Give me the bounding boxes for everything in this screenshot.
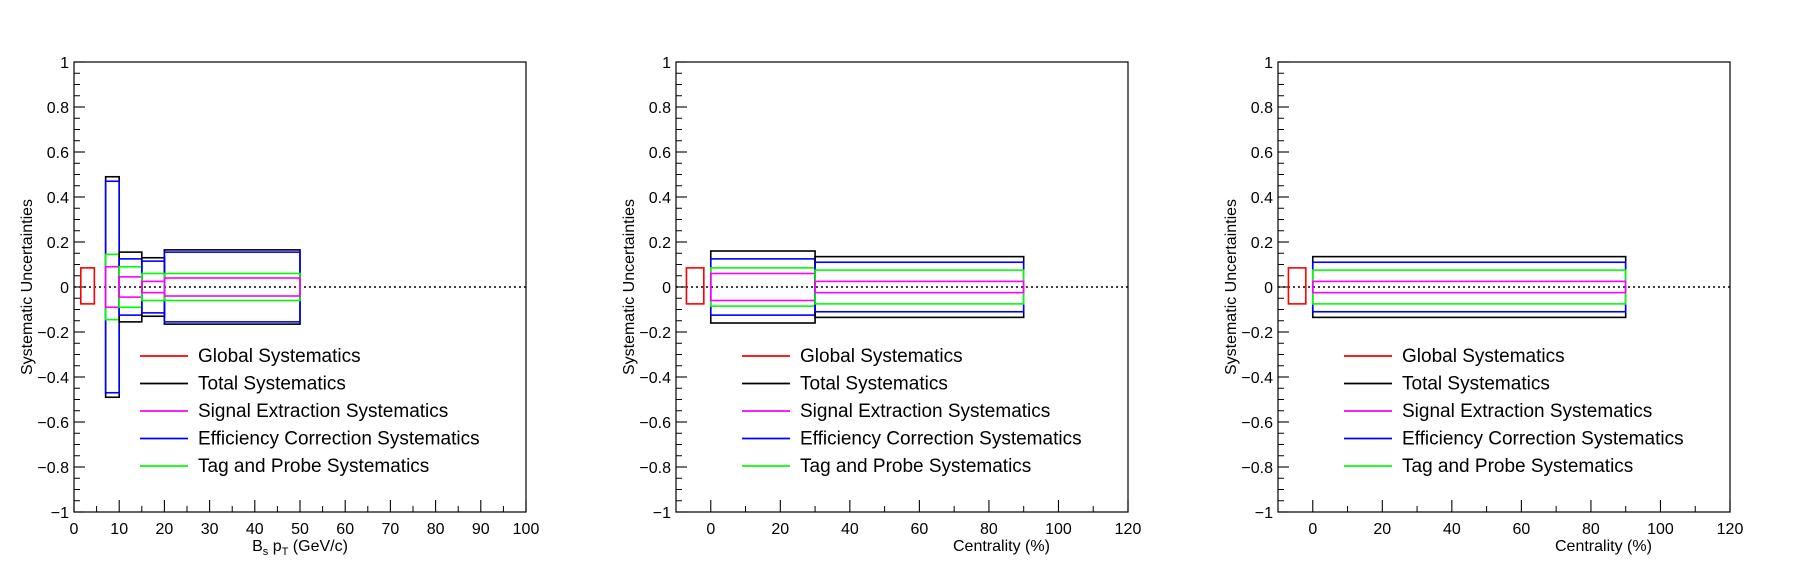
x-tick-label: 100 [513, 521, 540, 538]
y-tick-label: 0.2 [649, 235, 671, 252]
y-axis-label: Systematic Uncertainties [621, 199, 638, 375]
x-tick-label: 70 [382, 521, 400, 538]
legend-entry: Total Systematics [198, 374, 346, 395]
y-tick-label: −0.4 [37, 370, 69, 387]
y-tick-label: −0.8 [639, 460, 671, 477]
legend-entry: Total Systematics [800, 374, 948, 395]
signal-syst-box [814, 280, 1025, 294]
y-tick-label: 0.6 [1251, 145, 1273, 162]
chart-panel-1: −1−0.8−0.6−0.4−0.200.20.40.60.810 10 20 30 4… [19, 55, 539, 558]
x-tick-label: 20 [771, 521, 789, 538]
y-tick-label: 0.2 [1251, 235, 1273, 252]
y-tick-label: 0.8 [649, 100, 671, 117]
y-tick-label: 0 [662, 280, 671, 297]
x-axis-label: Centrality (%) [1555, 538, 1652, 555]
x-tick-label: 60 [1512, 521, 1530, 538]
x-tick-label: 80 [980, 521, 998, 538]
y-tick-label: 0 [1264, 280, 1273, 297]
x-tick-label: 0 [70, 521, 79, 538]
x-axis-label-part: T [282, 546, 289, 558]
x-tick-label: 100 [1045, 521, 1072, 538]
y-tick-label: −0.6 [1241, 415, 1273, 432]
x-tick-label: 100 [1647, 521, 1674, 538]
legend-entry: Tag and Probe Systematics [198, 456, 429, 477]
y-tick-label: −0.4 [1241, 370, 1273, 387]
x-tick-label: 0 [706, 521, 715, 538]
x-axis-label-part: p [268, 538, 281, 555]
legend-entry: Signal Extraction Systematics [198, 401, 448, 422]
global-syst-box [79, 267, 96, 305]
y-tick-label: 0.4 [47, 190, 69, 207]
y-tick-label: 1 [60, 55, 69, 72]
x-tick-label: 10 [110, 521, 128, 538]
y-axis-label: Systematic Uncertainties [1223, 199, 1240, 375]
y-tick-label: 0 [60, 280, 69, 297]
y-tick-label: 1 [1264, 55, 1273, 72]
efficiency-syst-box [104, 180, 120, 394]
x-tick-label: 120 [1115, 521, 1142, 538]
legend-entry: Efficiency Correction Systematics [800, 429, 1082, 450]
x-tick-label: 80 [427, 521, 445, 538]
x-axis-label-part: (GeV/c) [288, 538, 348, 555]
y-tick-label: −1 [653, 505, 671, 522]
x-axis-label-part: s [263, 546, 269, 558]
global-syst-box [1287, 267, 1307, 305]
legend-entry: Tag and Probe Systematics [1402, 456, 1633, 477]
x-axis-label: Centrality (%) [953, 538, 1050, 555]
y-tick-label: −0.2 [639, 325, 671, 342]
y-tick-label: 0.8 [47, 100, 69, 117]
x-tick-label: 50 [291, 521, 309, 538]
legend-entry: Signal Extraction Systematics [1402, 401, 1652, 422]
x-tick-label: 60 [910, 521, 928, 538]
y-tick-label: 0.8 [1251, 100, 1273, 117]
global-syst-box [685, 267, 705, 305]
x-tick-label: 120 [1717, 521, 1744, 538]
x-tick-label: 80 [1582, 521, 1600, 538]
x-tick-label: 60 [336, 521, 354, 538]
y-tick-label: −0.6 [37, 415, 69, 432]
signal-syst-box [163, 277, 301, 297]
y-axis-label: Systematic Uncertainties [19, 199, 36, 375]
x-tick-label: 30 [201, 521, 219, 538]
legend-entry: Global Systematics [1402, 346, 1565, 367]
y-tick-label: −0.4 [639, 370, 671, 387]
y-tick-label: 0.6 [649, 145, 671, 162]
legend-entry: Global Systematics [198, 346, 361, 367]
x-tick-label: 20 [1373, 521, 1391, 538]
y-tick-label: 0.4 [649, 190, 671, 207]
tagprobe-syst-box [104, 253, 120, 321]
y-tick-label: −1 [51, 505, 69, 522]
y-tick-label: −0.8 [37, 460, 69, 477]
chart-panel-3: −1 −0.8 −0.6 −0.4 −0.2 0 0.2 0.4 0.6 0.8 1 0 20 40 60 8… [1223, 55, 1743, 555]
legend-entry: Total Systematics [1402, 374, 1550, 395]
y-tick-label: 0.4 [1251, 190, 1273, 207]
legend-entry: Efficiency Correction Systematics [198, 429, 480, 450]
x-axis-label-part: B [252, 538, 263, 555]
x-tick-label: 40 [1443, 521, 1461, 538]
y-tick-label: −0.6 [639, 415, 671, 432]
legend-entry: Global Systematics [800, 346, 963, 367]
y-tick-label: −0.2 [1241, 325, 1273, 342]
signal-syst-box [1311, 280, 1627, 294]
x-tick-label: 40 [246, 521, 264, 538]
y-tick-label: 0.6 [47, 145, 69, 162]
x-tick-label: 0 [1308, 521, 1317, 538]
x-axis-label: Bs pT (GeV/c) [252, 538, 348, 558]
signal-syst-box [104, 265, 120, 309]
legend-entry: Efficiency Correction Systematics [1402, 429, 1684, 450]
total-syst-box [104, 175, 120, 399]
chart-panel-2: −1 −0.8 −0.6 −0.4 −0.2 0 0.2 0.4 0.6 0.8 1 0 20 40 60 8… [621, 55, 1141, 555]
y-tick-label: −1 [1255, 505, 1273, 522]
y-tick-label: −0.8 [1241, 460, 1273, 477]
x-tick-label: 40 [841, 521, 859, 538]
x-tick-label: 90 [472, 521, 490, 538]
y-tick-label: −0.2 [37, 325, 69, 342]
y-tick-label: 0.2 [47, 235, 69, 252]
legend-entry: Tag and Probe Systematics [800, 456, 1031, 477]
legend-entry: Signal Extraction Systematics [800, 401, 1050, 422]
y-tick-label: 1 [662, 55, 671, 72]
x-tick-label: 20 [156, 521, 174, 538]
